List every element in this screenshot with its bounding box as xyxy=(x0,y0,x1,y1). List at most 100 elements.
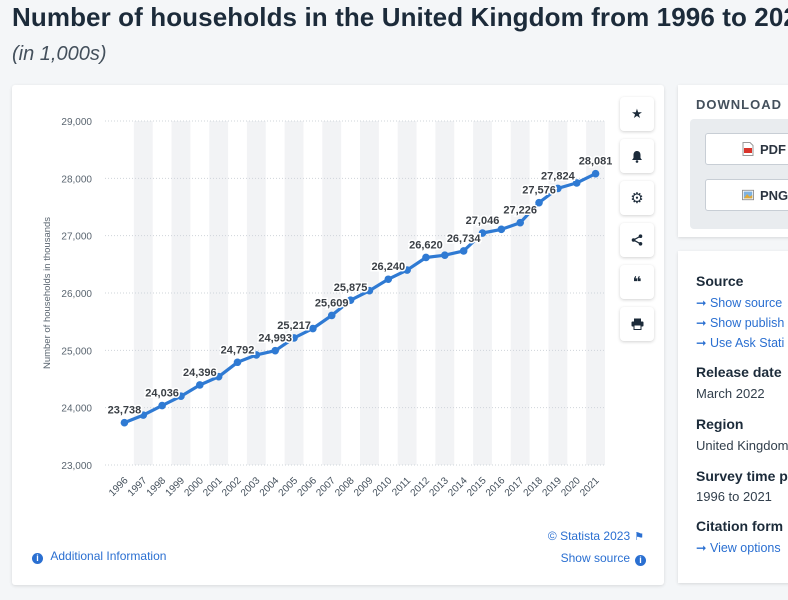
link-label: View options xyxy=(709,541,781,555)
y-axis-label: Number of households in thousands xyxy=(42,217,53,369)
bell-icon xyxy=(632,150,642,163)
region-value: United Kingdom xyxy=(696,438,788,453)
show-publisher-link[interactable]: ➞ Show publish xyxy=(696,316,785,330)
additional-information-label: Additional Information xyxy=(50,549,167,563)
info-icon: i xyxy=(32,553,43,564)
data-point xyxy=(327,311,336,320)
x-tick-label: 2021 xyxy=(578,475,602,499)
data-label: 24,792 xyxy=(221,344,255,356)
data-point xyxy=(384,275,393,284)
star-icon: ★ xyxy=(631,106,643,121)
x-tick-label: 2001 xyxy=(201,475,225,499)
data-label: 24,396 xyxy=(183,367,217,379)
x-tick-label: 2018 xyxy=(522,475,546,499)
x-tick-label: 2008 xyxy=(333,475,357,499)
y-tick-label: 27,000 xyxy=(61,232,92,243)
download-pdf-button[interactable]: PDF xyxy=(705,133,788,165)
page-subtitle: (in 1,000s) xyxy=(12,43,107,65)
data-point xyxy=(422,253,430,262)
x-tick-label: 2005 xyxy=(277,475,301,499)
info-icon: i xyxy=(635,555,646,566)
y-tick-label: 24,000 xyxy=(61,404,92,415)
line-chart: 23,000 24,000 25,000 26,000 27,000 28,000 29,0… xyxy=(42,117,612,499)
settings-button[interactable]: ⚙ xyxy=(620,181,654,215)
download-options: PDF PNG xyxy=(690,119,788,229)
background-band xyxy=(510,121,530,465)
x-tick-label: 2017 xyxy=(503,475,527,499)
link-label: Use Ask Stati xyxy=(709,336,785,350)
copyright-link[interactable]: © Statista 2023 ⚑ xyxy=(548,529,644,543)
data-label: 28,081 xyxy=(579,156,612,168)
show-source-link[interactable]: Show source i xyxy=(561,551,646,566)
y-tick-label: 26,000 xyxy=(61,289,92,300)
y-tick-label: 23,000 xyxy=(61,461,92,472)
y-tick-label: 29,000 xyxy=(61,117,92,128)
share-button[interactable] xyxy=(620,223,654,257)
ask-statista-link[interactable]: ➞ Use Ask Stati xyxy=(696,336,785,350)
show-source-details-link[interactable]: ➞ Show source xyxy=(696,296,783,310)
data-label: 26,620 xyxy=(409,239,443,251)
data-point xyxy=(271,346,279,355)
x-tick-label: 2004 xyxy=(258,475,282,499)
data-point xyxy=(214,372,223,381)
x-tick-label: 2015 xyxy=(465,475,489,499)
survey-period-heading: Survey time p xyxy=(696,468,788,484)
background-band xyxy=(586,121,605,465)
y-tick-label: 25,000 xyxy=(61,346,92,357)
download-png-button[interactable]: PNG xyxy=(705,179,788,211)
background-band xyxy=(548,121,568,465)
x-tick-label: 2011 xyxy=(390,475,413,498)
print-button[interactable] xyxy=(620,307,654,341)
data-point xyxy=(516,218,524,227)
quote-icon: ❝ xyxy=(632,274,642,291)
view-citation-options-link[interactable]: ➞ View options xyxy=(696,541,781,555)
x-tick-label: 2002 xyxy=(220,475,244,499)
data-point xyxy=(478,229,487,237)
chart-card: 23,000 24,000 25,000 26,000 27,000 28,000 29,0… xyxy=(12,85,664,585)
cite-button[interactable]: ❝ xyxy=(620,265,654,299)
data-point xyxy=(403,266,411,274)
background-band xyxy=(246,121,266,465)
data-point xyxy=(290,334,298,342)
data-point xyxy=(158,401,166,410)
data-label: 26,734 xyxy=(447,233,482,245)
x-tick-label: 2010 xyxy=(371,475,395,499)
x-tick-label: 2012 xyxy=(409,475,433,499)
x-tick-label: 2007 xyxy=(314,475,338,499)
x-tick-label: 1999 xyxy=(164,475,188,499)
show-source-label: Show source xyxy=(560,551,630,565)
data-label: 25,609 xyxy=(315,297,349,309)
data-label: 27,046 xyxy=(466,215,500,227)
additional-information-link[interactable]: i Additional Information xyxy=(32,549,166,564)
data-label: 25,217 xyxy=(277,320,311,332)
background-band xyxy=(322,121,342,465)
x-tick-label: 1998 xyxy=(145,475,169,499)
pdf-file-icon xyxy=(742,142,754,156)
notification-button[interactable] xyxy=(620,139,654,173)
data-label: 27,824 xyxy=(541,170,576,182)
region-heading: Region xyxy=(696,416,744,432)
source-panel: Source ➞ Show source ➞ Show publish ➞ Us… xyxy=(678,251,788,583)
data-point xyxy=(459,247,468,255)
data-label: 24,036 xyxy=(145,388,179,400)
data-point xyxy=(309,324,317,333)
data-point xyxy=(139,411,148,419)
png-file-icon xyxy=(742,189,754,201)
y-tick-label: 28,000 xyxy=(61,174,92,185)
data-label: 23,738 xyxy=(108,405,142,417)
png-label: PNG xyxy=(760,187,788,203)
data-label: 27,226 xyxy=(503,205,537,217)
data-point xyxy=(591,169,600,178)
gear-icon: ⚙ xyxy=(630,190,644,207)
data-point xyxy=(365,286,374,295)
data-label: 24,993 xyxy=(258,333,292,345)
favorite-button[interactable]: ★ xyxy=(620,97,654,131)
data-point xyxy=(177,392,185,401)
data-point xyxy=(346,296,355,304)
background-band xyxy=(133,121,153,465)
data-point xyxy=(233,358,242,367)
x-tick-label: 2006 xyxy=(295,475,319,499)
data-point xyxy=(535,198,543,207)
data-point xyxy=(497,225,506,234)
page-title: Number of households in the United Kingd… xyxy=(12,2,788,32)
